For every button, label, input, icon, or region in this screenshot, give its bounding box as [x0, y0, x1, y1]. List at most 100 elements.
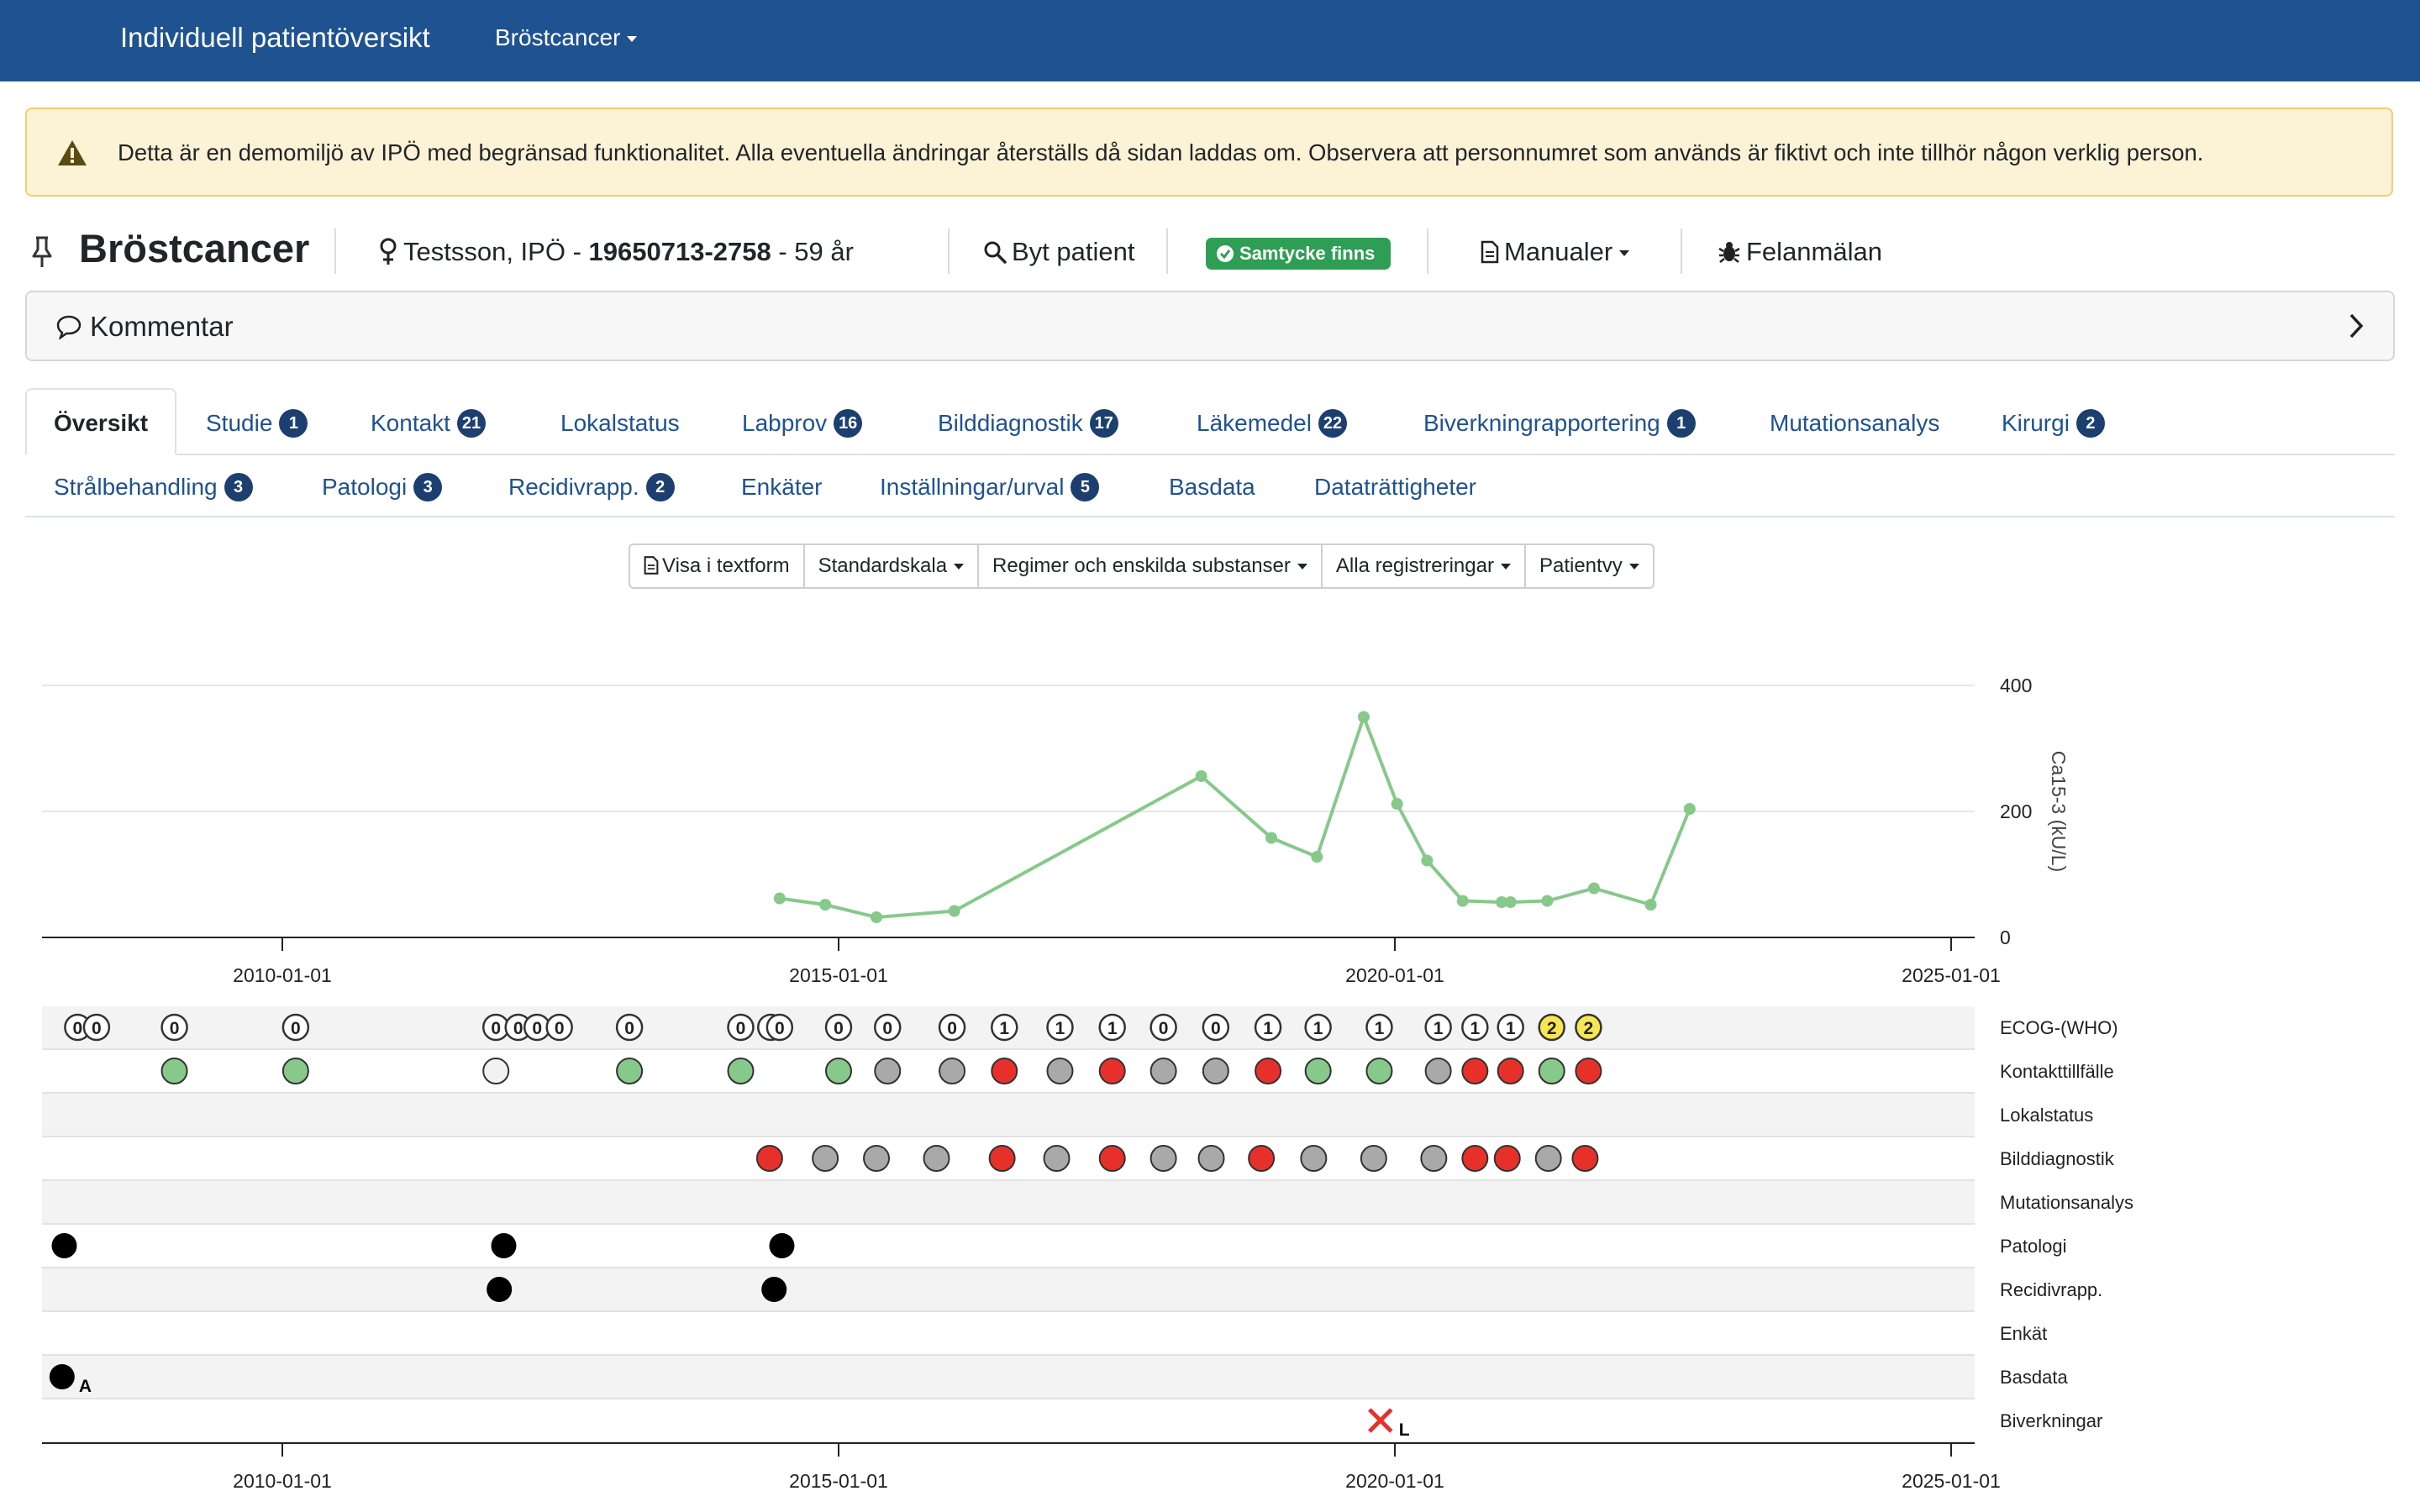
- ecog-marker: [1461, 1013, 1489, 1042]
- ecog-value: 1: [1055, 1019, 1065, 1038]
- imaging-marker: [1098, 1145, 1126, 1172]
- y-tick-label: 400: [2000, 675, 2032, 696]
- contact-marker: [616, 1058, 644, 1084]
- patient-view-dropdown[interactable]: Patientvy: [1526, 545, 1653, 587]
- divider: [1166, 228, 1168, 274]
- ecog-marker: [1538, 1013, 1565, 1042]
- tab-labprov[interactable]: Labprov 16: [742, 408, 863, 439]
- tab-strålbehandling[interactable]: Strålbehandling 3: [54, 472, 253, 503]
- tabs-divider: [25, 516, 2395, 517]
- timeline-row-label: Mutationsanalys: [2000, 1192, 2133, 1213]
- contact-marker: [160, 1058, 188, 1084]
- ecog-marker: [1304, 1013, 1332, 1042]
- recurrence-marker: [761, 1277, 787, 1302]
- timeline-row-band: [42, 1181, 1975, 1223]
- tab-count-badge: 16: [834, 408, 863, 438]
- manuals-dropdown[interactable]: Manualer: [1481, 237, 1630, 267]
- timeline-row-band: [42, 1312, 1975, 1354]
- chevron-down-icon: [1619, 250, 1630, 257]
- scale-label: Standardskala: [818, 554, 948, 577]
- ecog-value: 0: [624, 1019, 634, 1038]
- timeline-row-label: Patologi: [2000, 1236, 2067, 1257]
- tab-count-badge: 1: [1666, 408, 1696, 438]
- chevron-down-icon: [954, 564, 965, 570]
- tab-recidivrapp-[interactable]: Recidivrapp. 2: [508, 472, 675, 503]
- tab-count-badge: 3: [413, 472, 443, 501]
- x-tick-label: 2010-01-01: [233, 964, 332, 986]
- tab-läkemedel[interactable]: Läkemedel 22: [1197, 408, 1347, 439]
- tab-basdata[interactable]: Basdata: [1169, 474, 1255, 501]
- registrations-dropdown[interactable]: Alla registreringar: [1323, 545, 1526, 587]
- data-point: [1683, 803, 1696, 815]
- tab-enkäter[interactable]: Enkäter: [741, 474, 823, 501]
- tab-biverkningrapportering[interactable]: Biverkningrapportering 1: [1423, 408, 1696, 439]
- ecog-marker: [545, 1013, 573, 1042]
- report-error-button[interactable]: Felanmälan: [1718, 237, 1882, 267]
- tab-label: Labprov: [742, 410, 828, 436]
- text-view-label: Visa i textform: [662, 554, 790, 577]
- tab-översikt[interactable]: Översikt: [54, 410, 148, 437]
- comment-label: Kommentar: [90, 311, 234, 342]
- timeline-row-label: Kontakttillfälle: [2000, 1061, 2114, 1082]
- tab-label: Mutationsanalys: [1770, 410, 1940, 436]
- imaging-marker: [755, 1145, 783, 1172]
- tab-count-badge: 21: [456, 408, 486, 438]
- tab-label: Patologi: [322, 474, 408, 500]
- imaging-marker: [1493, 1145, 1521, 1172]
- text-view-button[interactable]: Visa i textform: [630, 545, 805, 587]
- imaging-marker: [1360, 1145, 1387, 1172]
- switch-patient-button[interactable]: Byt patient: [983, 237, 1134, 267]
- demo-warning-alert: Detta är en demomiljö av IPÖ med begräns…: [25, 108, 2393, 197]
- consent-badge: Samtycke finns: [1206, 238, 1391, 270]
- diagnosis-dropdown[interactable]: Bröstcancer: [495, 24, 638, 51]
- tab-lokalstatus[interactable]: Lokalstatus: [560, 410, 680, 437]
- pin-icon[interactable]: [30, 235, 54, 269]
- chevron-down-icon: [627, 36, 638, 43]
- regimes-dropdown[interactable]: Regimer och enskilda substanser: [979, 545, 1323, 587]
- timeline-row-band: [42, 1268, 1975, 1310]
- tab-kontakt[interactable]: Kontakt 21: [371, 408, 486, 439]
- timeline-row-band: [42, 1399, 1975, 1441]
- tab-patologi[interactable]: Patologi 3: [322, 472, 443, 503]
- tab-studie[interactable]: Studie 1: [206, 408, 308, 439]
- ecog-marker: [1365, 1013, 1393, 1042]
- ecog-value: 0: [491, 1019, 501, 1038]
- contact-marker: [1150, 1058, 1177, 1084]
- data-point: [948, 905, 960, 917]
- pathology-marker: [51, 1233, 77, 1258]
- data-point: [871, 911, 883, 923]
- data-point: [1311, 851, 1323, 863]
- bug-icon: [1718, 242, 1740, 263]
- tab-inställningar-urval[interactable]: Inställningar/urval 5: [880, 472, 1100, 503]
- document-icon: [1481, 240, 1499, 264]
- ecog-value: 1: [1375, 1019, 1385, 1038]
- data-point: [1391, 798, 1403, 810]
- tab-dataträttigheter[interactable]: Dataträttigheter: [1314, 474, 1476, 501]
- ecog-value: 1: [1313, 1019, 1323, 1038]
- tab-label: Läkemedel: [1197, 410, 1312, 436]
- patient-info: Testsson, IPÖ - 19650713-2758 - 59 år: [378, 237, 854, 267]
- comment-panel[interactable]: Kommentar: [25, 291, 2395, 361]
- contact-marker: [281, 1058, 309, 1084]
- tab-label: Kontakt: [371, 410, 450, 436]
- scale-dropdown[interactable]: Standardskala: [805, 545, 980, 587]
- tab-count-badge: 3: [224, 472, 253, 501]
- data-point: [1541, 895, 1554, 907]
- ecog-marker: [1150, 1013, 1177, 1042]
- tab-label: Recidivrapp.: [508, 474, 639, 500]
- ca15-3-series-line: [779, 711, 1691, 920]
- app-brand[interactable]: Individuell patientöversikt: [120, 22, 430, 53]
- chevron-right-icon[interactable]: [2348, 312, 2365, 339]
- ecog-value: 0: [170, 1019, 180, 1038]
- imaging-marker: [1197, 1145, 1225, 1172]
- tab-kirurgi[interactable]: Kirurgi 2: [2002, 408, 2105, 439]
- tab-bilddiagnostik[interactable]: Bilddiagnostik 17: [938, 408, 1118, 439]
- tab-mutationsanalys[interactable]: Mutationsanalys: [1770, 410, 1939, 437]
- pathology-marker: [491, 1233, 517, 1258]
- tab-label: Strålbehandling: [54, 474, 218, 500]
- contact-marker: [1304, 1058, 1332, 1084]
- timeline-row-label: Enkät: [2000, 1323, 2047, 1344]
- ecog-marker: [281, 1013, 310, 1042]
- patient-age: - 59 år: [771, 237, 854, 266]
- contact-marker: [1365, 1058, 1393, 1084]
